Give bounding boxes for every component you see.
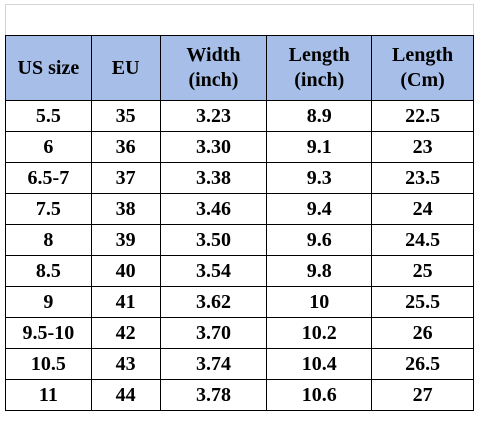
table-cell: 9.4 (266, 193, 373, 225)
table-body: 5.5 35 3.23 8.9 22.5 6 36 3.30 9.1 23 6.5-7 37 3.38 9… (5, 100, 474, 411)
table-cell: 8.5 (5, 255, 92, 287)
table-cell: 9.5-10 (5, 317, 92, 349)
header-cell: US size (5, 35, 92, 101)
table-cell: 37 (90, 162, 161, 194)
table-cell: 25.5 (371, 286, 474, 318)
table-cell: 3.70 (159, 317, 268, 349)
table-cell: 38 (90, 193, 161, 225)
table-cell: 35 (90, 100, 161, 132)
table-row: 8 39 3.50 9.6 24.5 (5, 224, 474, 256)
table-cell: 3.78 (159, 379, 268, 411)
table-cell: 3.30 (159, 131, 268, 163)
size-table: US size EU Width (inch) Length (inch) Length… (5, 35, 474, 411)
table-cell: 44 (90, 379, 161, 411)
table-cell: 22.5 (371, 100, 474, 132)
header-cell: Length (inch) (266, 35, 373, 101)
table-row: 5.5 35 3.23 8.9 22.5 (5, 100, 474, 132)
table-cell: 26 (371, 317, 474, 349)
table-cell: 25 (371, 255, 474, 287)
table-cell: 3.23 (159, 100, 268, 132)
table-row: 11 44 3.78 10.6 27 (5, 379, 474, 411)
table-cell: 6.5-7 (5, 162, 92, 194)
table-row: 8.5 40 3.54 9.8 25 (5, 255, 474, 287)
table-row: 9 41 3.62 10 25.5 (5, 286, 474, 318)
table-cell: 41 (90, 286, 161, 318)
table-cell: 10.5 (5, 348, 92, 380)
table-cell: 26.5 (371, 348, 474, 380)
table-cell: 39 (90, 224, 161, 256)
table-cell: 10.6 (266, 379, 373, 411)
header-cell: Length (Cm) (371, 35, 474, 101)
table-cell: 9.1 (266, 131, 373, 163)
table-cell: 9 (5, 286, 92, 318)
table-cell: 5.5 (5, 100, 92, 132)
header-cell: Width (inch) (159, 35, 268, 101)
table-cell: 24.5 (371, 224, 474, 256)
table-cell: 9.8 (266, 255, 373, 287)
table-cell: 27 (371, 379, 474, 411)
table-cell: 9.6 (266, 224, 373, 256)
table-cell: 10.4 (266, 348, 373, 380)
table-cell: 23 (371, 131, 474, 163)
empty-row (5, 4, 474, 35)
table-row: 6.5-7 37 3.38 9.3 23.5 (5, 162, 474, 194)
header-cell: EU (90, 35, 161, 101)
table-cell: 42 (90, 317, 161, 349)
table-row: 7.5 38 3.46 9.4 24 (5, 193, 474, 225)
table-cell: 10.2 (266, 317, 373, 349)
table-cell: 8.9 (266, 100, 373, 132)
table-cell: 43 (90, 348, 161, 380)
table-row: 10.5 43 3.74 10.4 26.5 (5, 348, 474, 380)
table-cell: 40 (90, 255, 161, 287)
table-cell: 36 (90, 131, 161, 163)
table-cell: 3.46 (159, 193, 268, 225)
table-cell: 6 (5, 131, 92, 163)
table-row: 9.5-10 42 3.70 10.2 26 (5, 317, 474, 349)
table-cell: 23.5 (371, 162, 474, 194)
table-cell: 3.50 (159, 224, 268, 256)
table-cell: 3.54 (159, 255, 268, 287)
table-cell: 3.38 (159, 162, 268, 194)
table-cell: 7.5 (5, 193, 92, 225)
table-cell: 8 (5, 224, 92, 256)
table-cell: 10 (266, 286, 373, 318)
header-row: US size EU Width (inch) Length (inch) Length… (5, 35, 474, 101)
table-cell: 24 (371, 193, 474, 225)
table-cell: 3.74 (159, 348, 268, 380)
table-cell: 3.62 (159, 286, 268, 318)
table-row: 6 36 3.30 9.1 23 (5, 131, 474, 163)
table-cell: 9.3 (266, 162, 373, 194)
table-cell: 11 (5, 379, 92, 411)
